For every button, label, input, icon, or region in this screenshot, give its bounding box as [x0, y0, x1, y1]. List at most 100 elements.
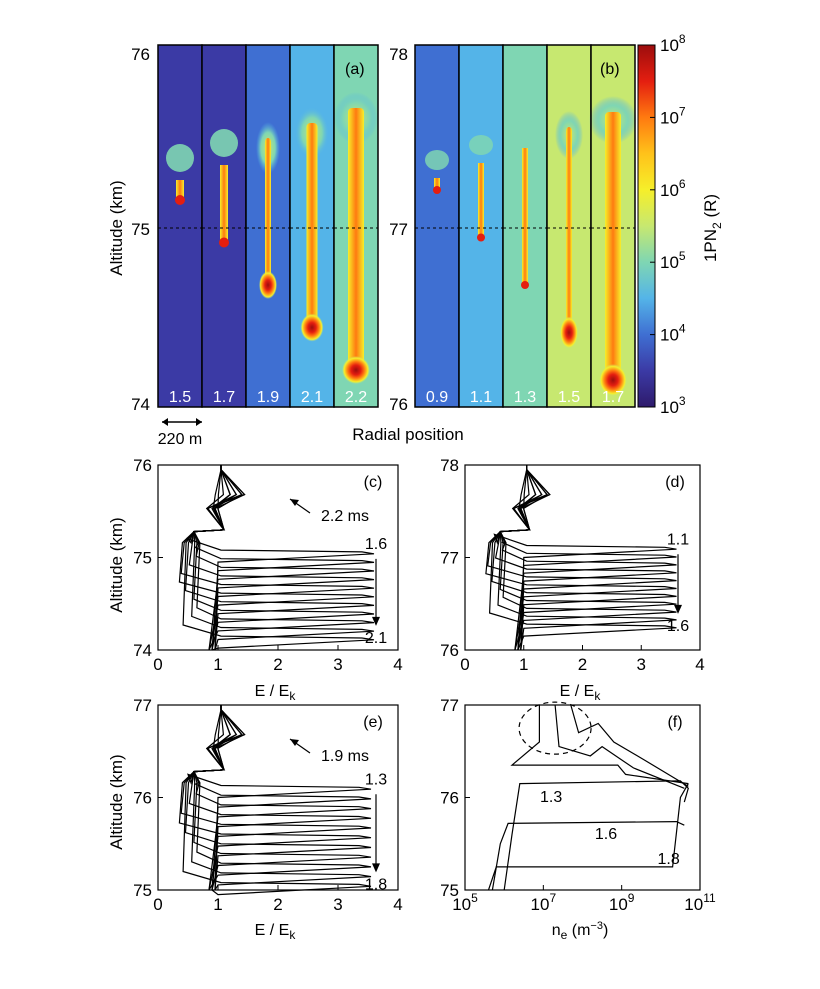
field-profile-line [191, 465, 375, 651]
y-tick-label: 76 [133, 789, 152, 808]
streamer-tip [433, 186, 441, 194]
x-tick-label: 4 [393, 655, 402, 674]
x-tick-label: 3 [637, 655, 646, 674]
strip-b-3: 1.5 [546, 44, 592, 408]
panel-e-ylabel: Altitude (km) [107, 754, 126, 849]
annotation-end: 1.8 [365, 876, 387, 893]
streamer-stem [220, 165, 228, 243]
streamer-tip [219, 237, 229, 248]
strip-bg [158, 45, 202, 407]
x-tick-label: 0 [153, 895, 162, 914]
x-tick-base: 10 [684, 895, 703, 914]
panel-c-ylabel: Altitude (km) [107, 517, 126, 612]
streamer-stem [306, 123, 318, 328]
strip-time-label: 1.7 [602, 389, 624, 406]
density-profile-line [503, 780, 689, 891]
field-profile-line [184, 705, 372, 891]
field-profile-line [184, 465, 375, 651]
colorbar-label-main: 1PN [701, 229, 720, 262]
field-profile-line [193, 705, 372, 891]
strip-a-2: 1.9 [245, 44, 291, 408]
colorbar-tick-label: 108 [660, 32, 686, 55]
field-profile-line [193, 705, 372, 891]
panel-f-xlabel-main: n [552, 922, 561, 939]
x-tick-label: 107 [531, 891, 557, 914]
background-left [0, 0, 100, 989]
annotation-arrowhead [674, 604, 682, 614]
x-tick-label: 0 [153, 655, 162, 674]
field-profile-line [182, 705, 372, 896]
panel-f-xlabel-sup: −3 [590, 920, 603, 932]
annotation-arrowhead [290, 739, 299, 746]
streamer-tip [175, 195, 185, 205]
strip-b-0: 0.9 [414, 44, 460, 408]
streamer-tip [477, 233, 485, 242]
field-profile-line [499, 465, 677, 651]
strip-time-label: 2.1 [301, 389, 323, 406]
streamer-stem [522, 148, 528, 285]
colorbar-tick-base: 10 [660, 36, 679, 55]
x-tick-label: 1011 [684, 891, 716, 914]
panel-label: (f) [667, 714, 682, 731]
y-tick-label: 76 [440, 641, 459, 660]
field-profile-line [487, 465, 677, 651]
field-profile-line [178, 465, 375, 651]
panel-e-xlabel: E / Ek [255, 922, 297, 942]
panel-e-xlabel-sub: k [289, 928, 296, 942]
background-right [720, 0, 820, 989]
x-tick-base: 10 [609, 895, 628, 914]
strip-time-label: 1.9 [257, 389, 279, 406]
panel-b-label: (b) [600, 61, 620, 78]
scale-bar-right-arrowhead [196, 418, 202, 426]
panel-a-ytick-75: 75 [131, 220, 150, 239]
colorbar-tick-exp: 3 [679, 394, 686, 408]
y-tick-label: 78 [440, 456, 459, 475]
annotation-time: 1.9 ms [321, 748, 369, 765]
colorbar-tick-label: 104 [660, 322, 686, 345]
panel-f-xlabel-close: ) [603, 922, 608, 939]
x-tick-exp: 5 [471, 891, 478, 905]
colorbar-label-sub: 2 [710, 222, 724, 229]
panel-c: 0 1 2 3 4 74 75 76 (c) 2.2 ms 1.6 2.1 [133, 456, 403, 674]
x-tick-label: 2 [578, 655, 587, 674]
y-tick-label: 76 [440, 789, 459, 808]
panel-d-xlabel: E / Ek [560, 683, 602, 703]
panel-a-ytick-76: 76 [131, 45, 150, 64]
panel-b-ytick-78: 78 [389, 45, 408, 64]
colorbar-tick-label: 105 [660, 249, 686, 272]
strip-bg [415, 45, 459, 407]
field-profile-line [497, 465, 677, 651]
field-profile-line [491, 465, 677, 651]
colorbar-tick-label: 103 [660, 394, 686, 417]
streamer-tip [560, 316, 578, 349]
panel-c-xlabel-main: E / E [255, 683, 290, 700]
panel-e: 0 1 2 3 4 75 76 77 (e) 1.9 ms 1.3 1.8 [133, 696, 403, 914]
panel-b: 76 77 78 0.9 1.1 1.3 1.5 1.7 (b) [389, 44, 637, 414]
y-tick-label: 77 [133, 696, 152, 715]
x-tick-label: 1 [213, 655, 222, 674]
y-tick-label: 75 [133, 881, 152, 900]
strip-a-4: 2.2 [333, 44, 379, 408]
panel-a: Altitude (km) 74 75 76 1.5 1.7 1.9 2.1 2.2 (… [107, 44, 464, 448]
x-tick-base: 10 [531, 895, 550, 914]
field-profile-line [193, 465, 375, 651]
streamer-head [166, 144, 194, 172]
colorbar-label: 1PN2 (R) [701, 194, 724, 262]
y-tick-label: 76 [133, 456, 152, 475]
colorbar-tick-base: 10 [660, 326, 679, 345]
strip-time-label: 1.5 [558, 389, 580, 406]
y-tick-label: 77 [440, 549, 459, 568]
field-profile-line [191, 705, 372, 891]
strip-time-label: 1.7 [213, 389, 235, 406]
colorbar-tick-base: 10 [660, 398, 679, 417]
panel-c-xlabel: E / Ek [255, 683, 297, 703]
y-tick-label: 74 [133, 641, 152, 660]
strip-a-0: 1.5 [157, 44, 203, 408]
density-profile-top-line [510, 705, 689, 785]
panel-f-xlabel: ne (m−3) [552, 920, 609, 942]
x-tick-exp: 9 [628, 891, 635, 905]
radial-position-label: Radial position [352, 425, 464, 444]
streamer-tip [599, 364, 627, 396]
streamer-tip [259, 271, 277, 299]
streamer-stem [265, 138, 271, 285]
